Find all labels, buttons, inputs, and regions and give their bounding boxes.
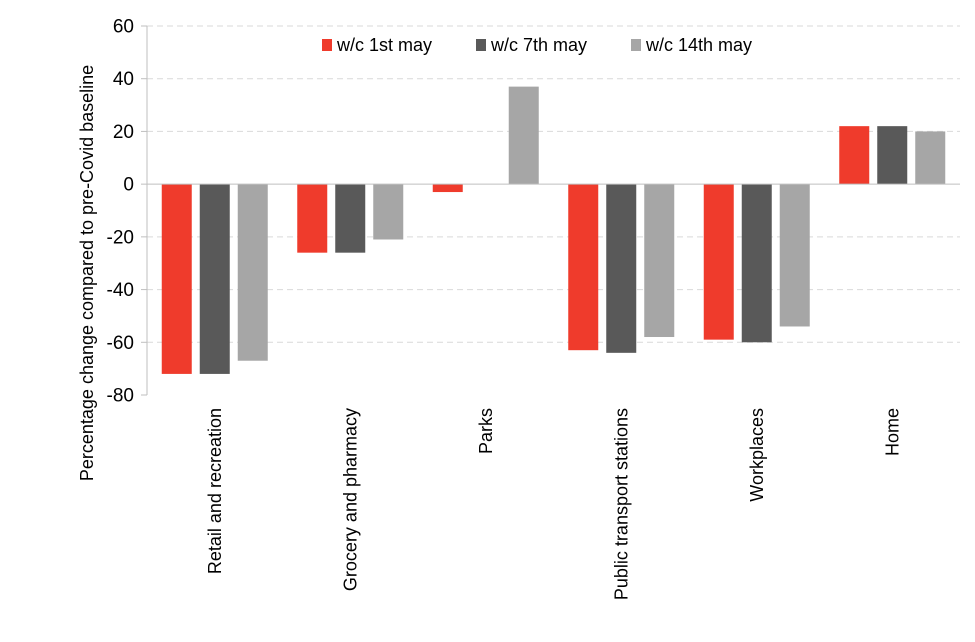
bar <box>606 184 637 353</box>
legend-swatch <box>322 39 332 51</box>
bar <box>703 184 734 340</box>
legend: w/c 1st may w/c 7th may w/c 14th may <box>322 35 752 55</box>
bar <box>839 126 870 185</box>
y-tick-label: -20 <box>107 227 134 248</box>
y-axis-ticks: 60 40 20 0 -20 -40 -60 -80 <box>107 17 147 407</box>
y-axis-label: Percentage change compared to pre-Covid … <box>77 65 97 481</box>
x-tick-label: Public transport stations <box>611 408 631 600</box>
y-tick-label: -60 <box>107 333 134 354</box>
bar <box>741 184 772 343</box>
legend-swatch <box>476 39 486 51</box>
y-tick-label: -40 <box>107 280 134 301</box>
bar <box>877 126 908 185</box>
bar <box>644 184 675 338</box>
legend-label: w/c 7th may <box>490 35 587 55</box>
x-tick-label: Parks <box>476 408 496 454</box>
x-tick-label: Retail and recreation <box>205 408 225 574</box>
bars <box>161 86 946 374</box>
y-tick-label: 40 <box>113 69 134 90</box>
bar <box>568 184 599 351</box>
x-axis-ticks: Retail and recreation Grocery and pharmac… <box>205 408 903 600</box>
bar <box>199 184 230 374</box>
bar <box>335 184 366 253</box>
x-tick-label: Grocery and pharmacy <box>340 408 360 591</box>
legend-swatch <box>631 39 641 51</box>
bar <box>161 184 192 374</box>
bar <box>297 184 328 253</box>
gridlines <box>147 25 960 343</box>
x-tick-label: Home <box>882 408 902 456</box>
legend-label: w/c 14th may <box>645 35 752 55</box>
y-tick-label: 60 <box>113 17 134 38</box>
bar <box>373 184 404 240</box>
y-tick-label: 20 <box>113 122 134 143</box>
legend-label: w/c 1st may <box>336 35 432 55</box>
y-tick-label: 0 <box>123 175 134 196</box>
y-tick-label: -80 <box>107 386 134 407</box>
x-tick-label: Workplaces <box>747 408 767 502</box>
bar <box>779 184 810 327</box>
bar <box>508 86 539 185</box>
bar <box>915 131 946 185</box>
bar <box>432 184 463 193</box>
axes <box>146 26 960 395</box>
bar <box>237 184 268 361</box>
